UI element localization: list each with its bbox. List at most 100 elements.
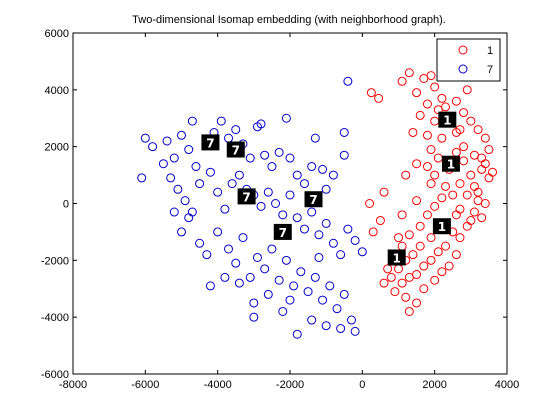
data-point bbox=[430, 82, 440, 92]
data-point bbox=[365, 199, 375, 208]
data-point bbox=[422, 99, 432, 109]
data-point bbox=[180, 196, 190, 206]
data-point bbox=[245, 153, 255, 163]
digit-thumbnails: 7 7 7 7 7 1 1 1 1 bbox=[201, 111, 460, 266]
data-point bbox=[184, 145, 194, 155]
data-point bbox=[430, 275, 440, 285]
data-point bbox=[366, 88, 376, 98]
x-tick-label: -2000 bbox=[276, 379, 304, 391]
data-point bbox=[249, 312, 259, 322]
data-point bbox=[455, 125, 465, 135]
series-7 bbox=[137, 76, 367, 339]
data-point bbox=[245, 272, 255, 282]
data-point bbox=[441, 181, 451, 191]
data-point bbox=[426, 145, 436, 155]
data-point bbox=[137, 173, 147, 183]
digit-thumbnail-background bbox=[273, 223, 292, 240]
data-point bbox=[321, 321, 331, 331]
data-point bbox=[177, 227, 186, 237]
digit-thumbnail: 7 bbox=[201, 134, 220, 151]
data-point bbox=[278, 210, 288, 220]
digit-thumbnail: 1 bbox=[438, 111, 457, 128]
data-point bbox=[318, 164, 328, 174]
data-point bbox=[448, 190, 458, 200]
data-point bbox=[415, 110, 425, 120]
data-point bbox=[412, 88, 422, 98]
data-point bbox=[263, 289, 273, 299]
data-point bbox=[274, 147, 284, 157]
data-point bbox=[191, 162, 201, 172]
data-point bbox=[422, 130, 432, 140]
data-point bbox=[292, 213, 302, 223]
data-point bbox=[234, 278, 244, 288]
data-point bbox=[350, 235, 360, 245]
data-point bbox=[325, 281, 335, 291]
data-point bbox=[173, 184, 183, 194]
data-point bbox=[289, 281, 299, 291]
x-tick-label: 4000 bbox=[495, 379, 519, 391]
data-point bbox=[299, 224, 309, 234]
data-point bbox=[343, 76, 353, 86]
data-point bbox=[278, 306, 288, 316]
legend-box bbox=[436, 38, 501, 82]
data-point bbox=[397, 76, 407, 86]
data-point bbox=[419, 261, 429, 271]
data-point bbox=[339, 150, 349, 160]
y-tick-label: 4000 bbox=[45, 85, 69, 97]
data-point bbox=[220, 204, 230, 214]
y-tick-label: 6000 bbox=[45, 28, 69, 40]
legend-label-series-1: 1 bbox=[487, 45, 493, 57]
data-point bbox=[177, 130, 186, 140]
data-point bbox=[466, 116, 476, 126]
data-point bbox=[224, 244, 234, 254]
data-point bbox=[307, 162, 317, 172]
data-point bbox=[184, 213, 194, 223]
data-point bbox=[252, 252, 262, 262]
y-tick-label: 0 bbox=[63, 199, 69, 211]
data-point bbox=[426, 255, 436, 265]
digit-thumbnail-label: 7 bbox=[242, 190, 250, 204]
data-point bbox=[441, 102, 451, 112]
data-point bbox=[267, 244, 277, 254]
data-point bbox=[274, 275, 284, 285]
data-point bbox=[462, 85, 472, 95]
data-point bbox=[169, 153, 179, 163]
data-point bbox=[260, 150, 270, 160]
data-point bbox=[328, 170, 338, 180]
y-tick-label: -2000 bbox=[41, 255, 69, 267]
data-point bbox=[444, 261, 454, 271]
data-point bbox=[307, 207, 317, 217]
data-point bbox=[267, 162, 277, 172]
data-point bbox=[404, 68, 414, 78]
data-point bbox=[310, 133, 320, 143]
data-point bbox=[346, 315, 356, 325]
data-point bbox=[231, 258, 241, 268]
data-point bbox=[412, 196, 422, 206]
data-point bbox=[169, 207, 179, 217]
data-point bbox=[484, 173, 494, 183]
data-point bbox=[401, 170, 411, 180]
data-point bbox=[469, 181, 479, 191]
data-point bbox=[213, 187, 223, 197]
x-tick-label: 0 bbox=[359, 379, 365, 391]
data-point bbox=[386, 272, 396, 282]
data-point bbox=[466, 216, 476, 226]
data-point bbox=[419, 284, 429, 294]
digit-thumbnail: 1 bbox=[441, 155, 460, 172]
data-point bbox=[412, 298, 422, 308]
data-point bbox=[437, 193, 447, 203]
data-point bbox=[404, 230, 414, 240]
digit-thumbnail: 7 bbox=[237, 188, 256, 205]
data-point bbox=[314, 230, 324, 240]
data-point bbox=[426, 179, 436, 189]
data-point bbox=[271, 199, 281, 208]
x-tick-label: -8000 bbox=[59, 379, 87, 391]
data-point bbox=[263, 187, 273, 197]
digit-thumbnail-label: 7 bbox=[232, 144, 240, 158]
data-point bbox=[455, 233, 465, 243]
data-point bbox=[401, 292, 411, 302]
data-point bbox=[412, 159, 422, 169]
data-point bbox=[234, 170, 244, 180]
digit-thumbnail-background bbox=[237, 188, 256, 205]
